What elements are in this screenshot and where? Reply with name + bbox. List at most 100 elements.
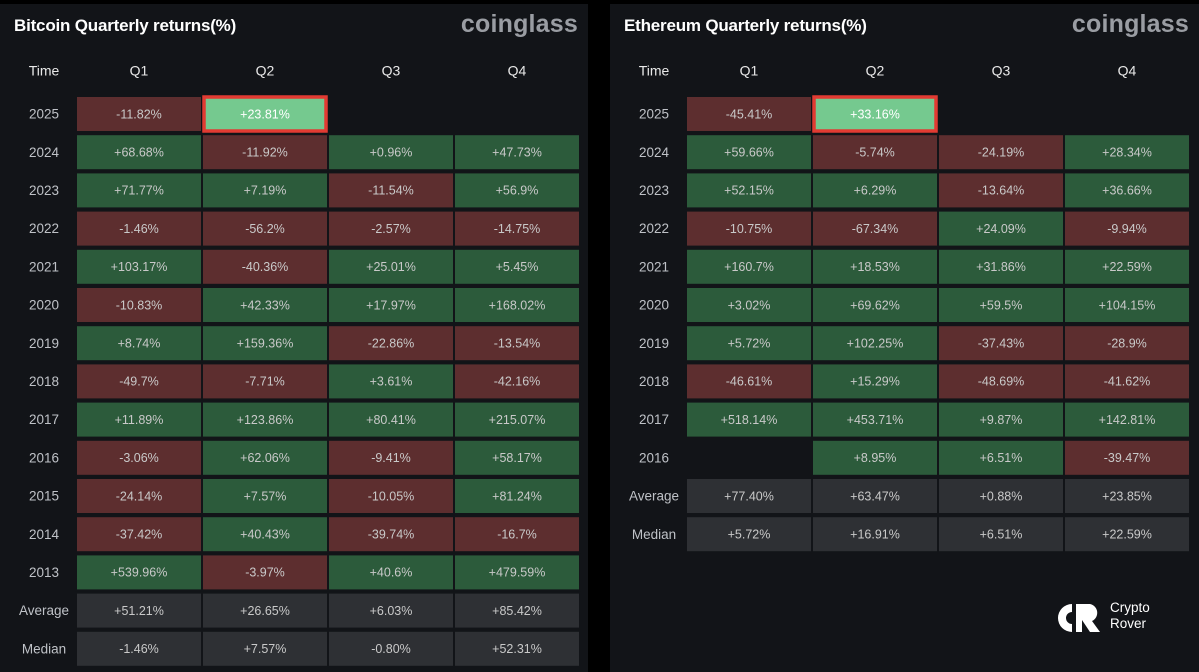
eth-cell-value: +28.34%	[1102, 145, 1152, 159]
btc-row-label: 2014	[29, 527, 60, 542]
eth-cell-value: +0.88%	[980, 489, 1023, 503]
btc-cell-value: +52.31%	[492, 642, 542, 656]
eth-cell	[811, 133, 939, 172]
eth-cell-value: +102.25%	[847, 336, 904, 350]
btc-header-q4: Q4	[508, 63, 527, 79]
eth-cell-value: +5.72%	[728, 336, 771, 350]
eth-cell-value: +104.15%	[1099, 298, 1156, 312]
eth-cell-value: +453.71%	[847, 413, 904, 427]
ethereum-heatmap: Time Q1 Q2 Q3 Q4 2025 -45.41% +33.16% 2024 +59.66…	[629, 63, 1191, 554]
btc-cell-value: +62.06%	[240, 451, 290, 465]
btc-header-q2: Q2	[256, 63, 275, 79]
eth-row-label: 2016	[639, 450, 669, 465]
btc-cell-value: +8.74%	[118, 336, 161, 350]
btc-cell	[327, 133, 455, 172]
eth-cell	[685, 133, 813, 172]
eth-cell	[1063, 247, 1191, 286]
btc-cell	[201, 133, 329, 172]
btc-cell-value: -1.46%	[119, 642, 159, 656]
eth-cell-value: -9.94%	[1107, 222, 1147, 236]
btc-cell	[453, 209, 581, 248]
btc-cell-value: +71.77%	[114, 184, 164, 198]
btc-cell	[327, 629, 455, 668]
btc-cell-value: +51.21%	[114, 604, 164, 618]
eth-cell-value: +15.29%	[850, 375, 900, 389]
btc-cell-value: -10.05%	[368, 489, 415, 503]
ethereum-coinglass-brand: coinglass	[1071, 10, 1189, 38]
btc-row-label: 2021	[29, 259, 59, 274]
btc-cell	[327, 438, 455, 477]
btc-cell	[75, 324, 203, 363]
eth-cell-value: +63.47%	[850, 489, 900, 503]
btc-cell	[453, 438, 581, 477]
eth-header-q4: Q4	[1118, 63, 1137, 79]
btc-cell	[75, 209, 203, 248]
eth-cell-value: -48.69%	[978, 375, 1025, 389]
btc-cell-value: +123.86%	[237, 413, 294, 427]
eth-cell	[1063, 438, 1191, 477]
eth-row-label: 2018	[639, 374, 669, 389]
btc-row-label: Median	[22, 641, 66, 656]
btc-cell-value: -42.16%	[494, 375, 541, 389]
btc-cell-value: -11.82%	[116, 107, 162, 121]
btc-cell	[453, 324, 581, 363]
eth-cell-value: +518.14%	[721, 413, 778, 427]
eth-header-time: Time	[639, 63, 670, 79]
eth-cell	[685, 400, 813, 439]
eth-cell-value: -24.19%	[978, 145, 1025, 159]
btc-header-time: Time	[29, 63, 60, 79]
btc-cell-value: +7.57%	[244, 642, 287, 656]
btc-cell	[327, 515, 455, 554]
btc-cell	[327, 400, 455, 439]
eth-cell	[685, 515, 813, 554]
eth-cell	[1063, 324, 1191, 363]
eth-cell	[937, 133, 1065, 172]
btc-cell-value: -3.06%	[119, 451, 159, 465]
btc-cell	[201, 629, 329, 668]
eth-cell	[937, 438, 1065, 477]
btc-cell	[327, 247, 455, 286]
btc-cell-value: +11.89%	[115, 413, 164, 427]
btc-cell-value: +7.57%	[244, 489, 287, 503]
eth-row-label: 2017	[639, 412, 669, 427]
bitcoin-heatmap: Time Q1 Q2 Q3 Q4 2025 -11.82% +23.81% 2024 +68.68…	[19, 63, 581, 668]
btc-cell-value: +42.33%	[240, 298, 290, 312]
eth-row-label: 2022	[639, 221, 669, 236]
btc-highlight-border	[202, 95, 328, 133]
eth-row-label: Median	[632, 527, 676, 542]
eth-cell	[1063, 286, 1191, 324]
btc-cell	[453, 515, 581, 554]
btc-cell-value: -24.14%	[116, 489, 163, 503]
btc-cell	[327, 553, 455, 592]
eth-cell-value: +6.51%	[980, 527, 1023, 541]
btc-cell-value: +103.17%	[111, 260, 168, 274]
btc-cell-value: -39.74%	[368, 527, 415, 541]
btc-cell	[75, 171, 203, 210]
btc-cell-value: +81.24%	[492, 489, 542, 503]
eth-cell	[811, 400, 939, 439]
eth-cell	[1063, 209, 1191, 248]
eth-highlight-border	[812, 95, 938, 133]
btc-cell-value: -11.54%	[368, 184, 414, 198]
btc-cell-value: -1.46%	[119, 222, 159, 236]
eth-row-label: 2021	[639, 259, 669, 274]
btc-cell-value: -13.54%	[494, 336, 541, 350]
eth-cell	[685, 95, 813, 133]
eth-cell	[937, 171, 1065, 210]
btc-cell-value: +215.07%	[489, 413, 546, 427]
eth-cell-value: -13.64%	[978, 184, 1025, 198]
eth-cell-value: +18.53%	[850, 260, 900, 274]
btc-cell	[75, 133, 203, 172]
eth-cell-value: -28.9%	[1107, 336, 1147, 350]
eth-cell-value: +59.5%	[980, 298, 1023, 312]
eth-cell-value: +16.91%	[850, 527, 900, 541]
eth-cell-value: +6.51%	[980, 451, 1023, 465]
btc-row-label: 2023	[29, 183, 59, 198]
btc-cell	[453, 286, 581, 324]
eth-cell	[1063, 477, 1191, 515]
eth-cell	[1063, 362, 1191, 401]
btc-cell-value: +539.96%	[111, 566, 168, 580]
logo-text-line1: Crypto	[1110, 600, 1150, 615]
btc-cell-value: -2.57%	[371, 222, 411, 236]
btc-cell-value: -11.92%	[242, 145, 288, 159]
